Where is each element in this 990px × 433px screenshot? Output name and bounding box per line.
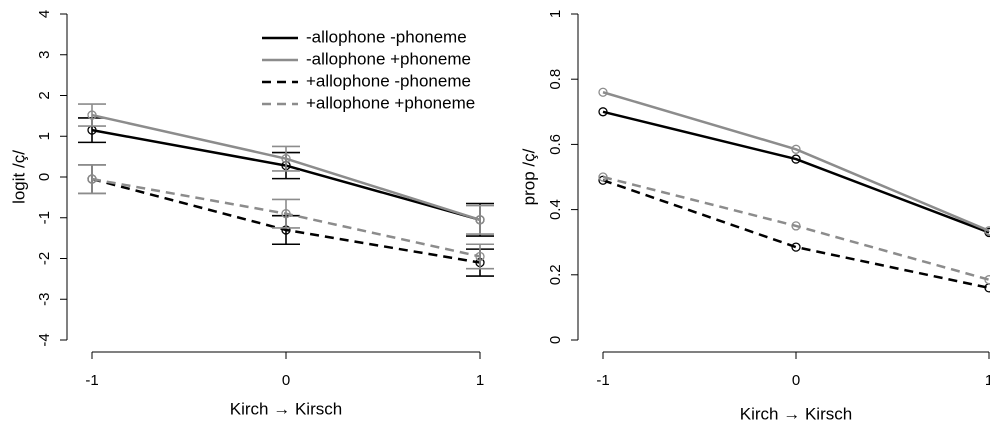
- legend-label: +allophone -phoneme: [306, 71, 471, 90]
- point: [984, 275, 990, 285]
- x-tick-label: -1: [85, 372, 98, 389]
- point: [87, 174, 97, 184]
- y-tick-label: 1: [36, 132, 53, 140]
- error-bar: [466, 204, 494, 235]
- series-line: [602, 175, 990, 281]
- y-tick-label: 0.2: [547, 264, 564, 285]
- x-tick-label: 0: [282, 372, 290, 389]
- y-tick-label: 0.4: [547, 199, 564, 220]
- point: [791, 144, 801, 154]
- y-tick-label: 0.8: [547, 69, 564, 90]
- y-tick-label: 0: [36, 173, 53, 181]
- error-bar: [78, 103, 106, 127]
- y-tick-label: -1: [36, 211, 53, 224]
- point: [598, 107, 608, 117]
- x-axis-label: Kirch → Kirsch: [740, 404, 852, 423]
- y-tick-label: 1: [547, 10, 564, 18]
- y-tick-label: -2: [36, 252, 53, 265]
- y-tick-label: 2: [36, 91, 53, 99]
- x-tick-label: -1: [596, 372, 609, 389]
- series-line: [602, 179, 990, 290]
- x-tick-label: 1: [985, 372, 990, 389]
- point: [598, 175, 608, 185]
- point: [791, 242, 801, 252]
- point: [598, 172, 608, 182]
- y-axis-label: logit /ç/: [9, 150, 28, 204]
- error-bar: [78, 163, 106, 195]
- point: [475, 215, 485, 225]
- series-line: [602, 91, 990, 232]
- point: [281, 209, 291, 219]
- error-bar: [272, 198, 300, 229]
- error-bar: [466, 243, 494, 270]
- point: [281, 154, 291, 164]
- point: [475, 251, 485, 262]
- y-tick-label: 0: [547, 336, 564, 344]
- point: [87, 110, 97, 120]
- y-tick-label: 4: [36, 10, 53, 18]
- y-tick-label: 0.6: [547, 134, 564, 155]
- legend-label: -allophone +phoneme: [306, 49, 471, 68]
- point: [598, 87, 608, 97]
- y-tick-label: -4: [36, 333, 53, 346]
- legend-label: -allophone -phoneme: [306, 27, 467, 46]
- point: [984, 226, 990, 236]
- point: [791, 221, 801, 231]
- legend-label: +allophone +phoneme: [306, 93, 475, 112]
- y-tick-label: -3: [36, 293, 53, 306]
- y-tick-label: 3: [36, 51, 53, 59]
- y-axis-label: prop /ç/: [519, 148, 538, 205]
- error-bar: [272, 145, 300, 172]
- x-tick-label: 1: [476, 372, 484, 389]
- series-line: [602, 110, 990, 234]
- x-tick-label: 0: [792, 372, 800, 389]
- x-axis-label: Kirch → Kirsch: [230, 399, 342, 418]
- point: [791, 154, 801, 164]
